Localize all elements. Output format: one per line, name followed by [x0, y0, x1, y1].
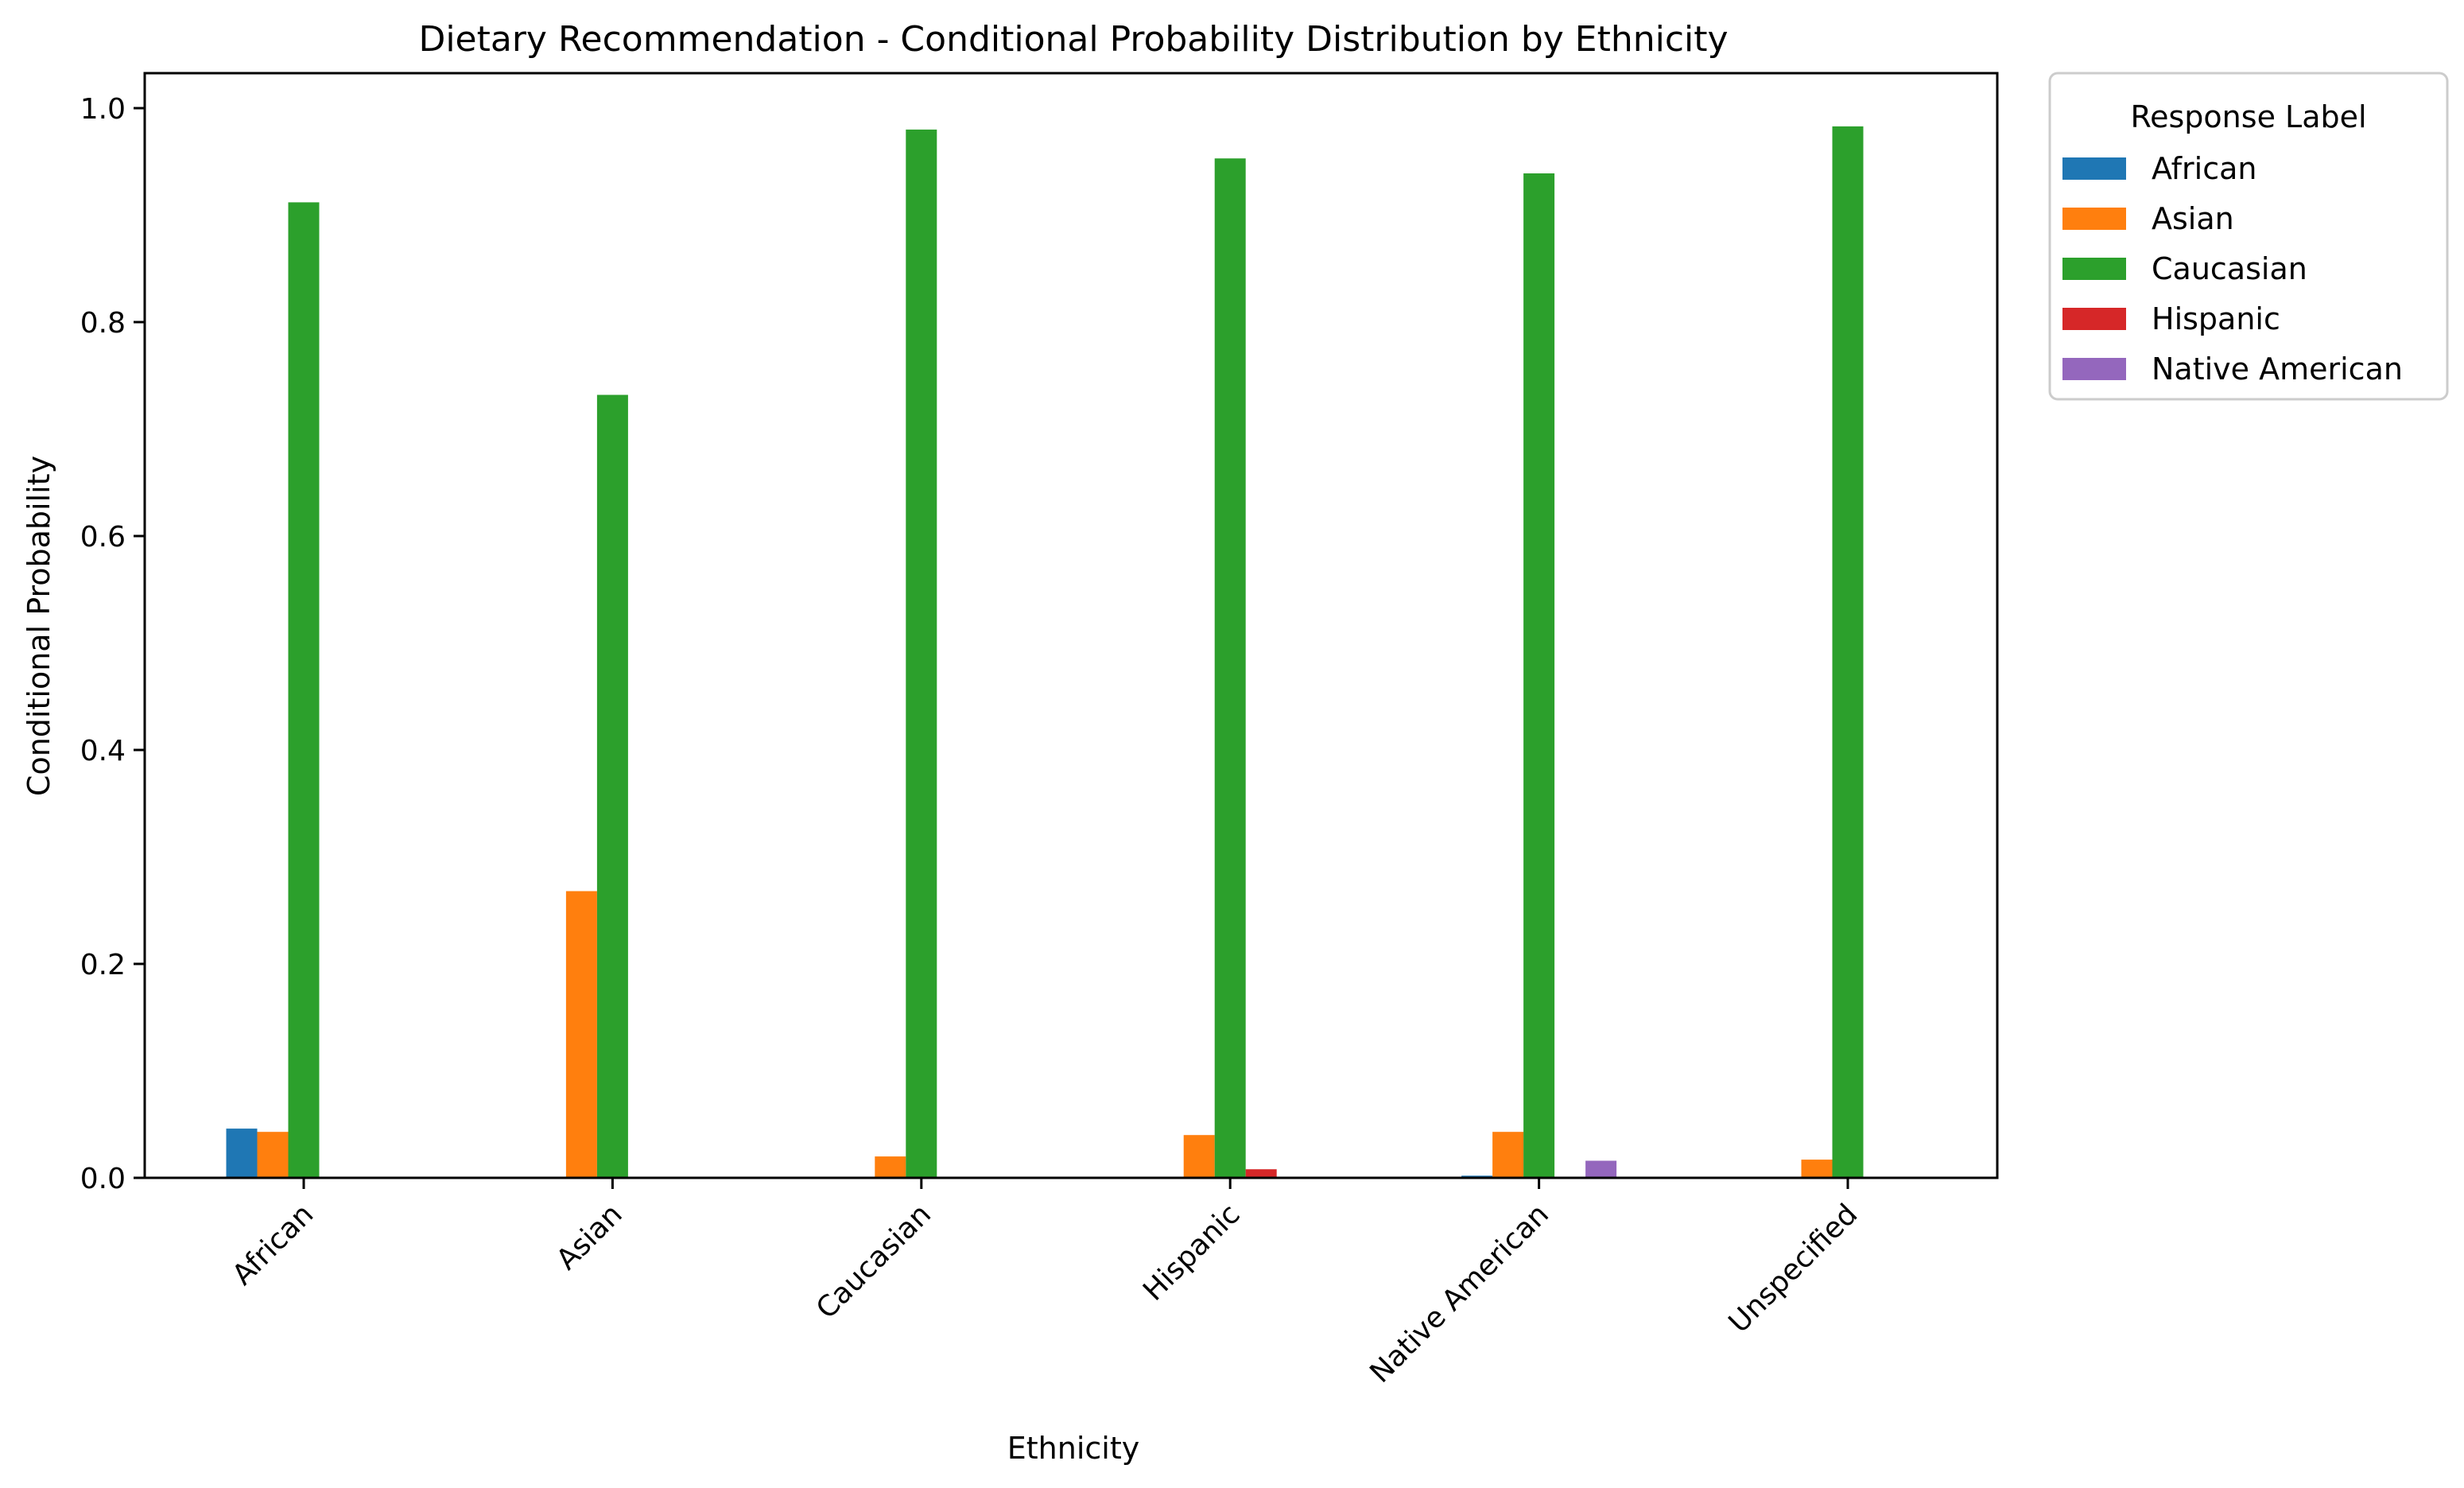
legend: Response Label African Asian Caucasian Hisp…: [2048, 72, 2449, 401]
legend-box: [2048, 72, 2449, 401]
y-axis: 0.0 0.2 0.4 0.6 0.8 1.0: [80, 93, 145, 1195]
legend-swatch: [2062, 258, 2126, 280]
bars-group: [226, 126, 1864, 1179]
bar: [1832, 126, 1864, 1178]
bar: [875, 1156, 906, 1178]
legend-swatch: [2062, 358, 2126, 380]
bar: [906, 129, 937, 1178]
x-tick-label: Native American: [1364, 1198, 1555, 1389]
x-tick-label: Hispanic: [1137, 1198, 1246, 1307]
legend-label: Asian: [2152, 201, 2234, 236]
x-tick-label: Caucasian: [810, 1198, 937, 1325]
x-tick-label: Unspecified: [1723, 1198, 1864, 1339]
y-tick-label: 0.6: [80, 521, 126, 554]
legend-label: Hispanic: [2152, 301, 2280, 336]
x-axis: African Asian Caucasian Hispanic Native Amer…: [227, 1178, 1864, 1389]
bar: [1245, 1169, 1277, 1178]
bar: [226, 1129, 258, 1178]
y-tick-label: 0.8: [80, 307, 126, 340]
bar: [1183, 1135, 1215, 1178]
y-axis-label: Conditional Probability: [21, 456, 56, 796]
chart-title: Dietary Recommendation - Conditional Pro…: [418, 19, 1728, 60]
legend-swatch: [2062, 308, 2126, 330]
x-tick-label: African: [227, 1198, 320, 1292]
legend-label: Caucasian: [2152, 251, 2307, 286]
y-tick-label: 0.2: [80, 949, 126, 981]
bar: [565, 891, 597, 1178]
bar: [1585, 1160, 1617, 1178]
bar: [596, 394, 628, 1178]
legend-swatch: [2062, 208, 2126, 230]
legend-items: African Asian Caucasian Hispanic Native Amer…: [2062, 151, 2403, 387]
bar: [257, 1132, 289, 1178]
y-tick-label: 1.0: [80, 93, 126, 126]
plot-frame: [143, 72, 1999, 1179]
bar: [1214, 158, 1246, 1179]
bar: [1523, 173, 1555, 1178]
x-tick-label: Asian: [550, 1198, 628, 1276]
x-axis-label: Ethnicity: [1007, 1431, 1139, 1466]
legend-swatch: [2062, 157, 2126, 180]
bar: [1492, 1132, 1524, 1178]
y-tick-label: 0.0: [80, 1163, 126, 1195]
bar: [288, 202, 320, 1178]
y-tick-label: 0.4: [80, 735, 126, 767]
legend-label: Native American: [2152, 352, 2403, 387]
bar: [1801, 1160, 1833, 1178]
legend-title: Response Label: [2130, 99, 2366, 134]
legend-label: African: [2152, 151, 2256, 186]
